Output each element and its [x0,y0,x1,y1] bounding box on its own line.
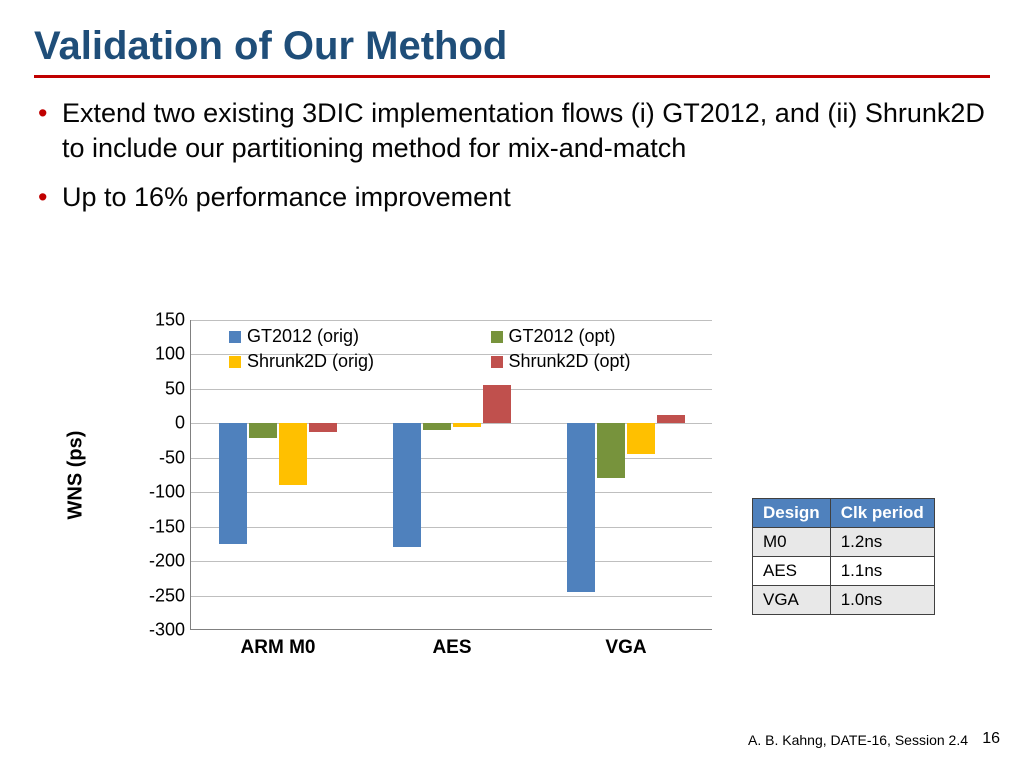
y-tick-label: -50 [159,447,191,468]
table-row: AES 1.1ns [753,557,935,586]
grid-line [191,389,712,390]
y-tick-label: 150 [155,310,191,331]
clk-period-table: Design Clk period M0 1.2ns AES 1.1ns VGA… [752,498,935,615]
table-cell: M0 [753,528,831,557]
bar [423,423,451,430]
table-cell: 1.0ns [830,586,934,615]
legend-swatch [229,356,241,368]
y-axis-label: WNS (ps) [65,431,88,520]
y-tick-label: 50 [165,378,191,399]
chart-plot-area: GT2012 (orig) GT2012 (opt) Shrunk2D (orig)… [190,320,712,630]
category-label: ARM M0 [241,637,316,659]
y-tick-label: 0 [175,413,191,434]
legend-label: GT2012 (opt) [509,326,616,347]
y-tick-label: -250 [149,585,191,606]
chart-legend: GT2012 (orig) GT2012 (opt) Shrunk2D (orig)… [229,326,692,372]
table-cell: VGA [753,586,831,615]
grid-line [191,527,712,528]
table-cell: 1.1ns [830,557,934,586]
legend-label: GT2012 (orig) [247,326,359,347]
bar [627,423,655,454]
bar [279,423,307,485]
bar [657,415,685,423]
title-rule [34,75,990,78]
bar [597,423,625,478]
footer-citation: A. B. Kahng, DATE-16, Session 2.4 [748,732,968,748]
table-cell: AES [753,557,831,586]
table-row: VGA 1.0ns [753,586,935,615]
y-tick-label: 100 [155,344,191,365]
legend-swatch [491,356,503,368]
legend-item: GT2012 (opt) [491,326,693,347]
y-tick-label: -100 [149,482,191,503]
table-header: Design [753,499,831,528]
legend-item: GT2012 (orig) [229,326,431,347]
legend-swatch [491,331,503,343]
table-header: Clk period [830,499,934,528]
bar [309,423,337,431]
table-row: M0 1.2ns [753,528,935,557]
table-cell: 1.2ns [830,528,934,557]
bullet-item: Extend two existing 3DIC implementation … [38,96,990,166]
bar [219,423,247,544]
bullet-item: Up to 16% performance improvement [38,180,990,215]
bar [393,423,421,547]
bullet-list: Extend two existing 3DIC implementation … [38,96,990,215]
page-number: 16 [982,730,1000,748]
grid-line [191,320,712,321]
y-tick-label: -300 [149,620,191,641]
y-axis-label-wrap: WNS (ps) [64,320,88,630]
bar [249,423,277,438]
grid-line [191,492,712,493]
bar [453,423,481,426]
legend-label: Shrunk2D (orig) [247,351,374,372]
grid-line [191,458,712,459]
category-label: VGA [605,637,646,659]
category-label: AES [432,637,471,659]
legend-item: Shrunk2D (orig) [229,351,431,372]
grid-line [191,596,712,597]
grid-line [191,561,712,562]
slide-title: Validation of Our Method [34,24,990,69]
y-tick-label: -200 [149,551,191,572]
slide: Validation of Our Method Extend two exis… [0,0,1024,768]
legend-swatch [229,331,241,343]
bar [567,423,595,592]
legend-item: Shrunk2D (opt) [491,351,693,372]
y-tick-label: -150 [149,516,191,537]
wns-chart: WNS (ps) GT2012 (orig)GT2012 (opt)Shrunk… [122,320,712,630]
legend-label: Shrunk2D (opt) [509,351,631,372]
bar [483,385,511,423]
